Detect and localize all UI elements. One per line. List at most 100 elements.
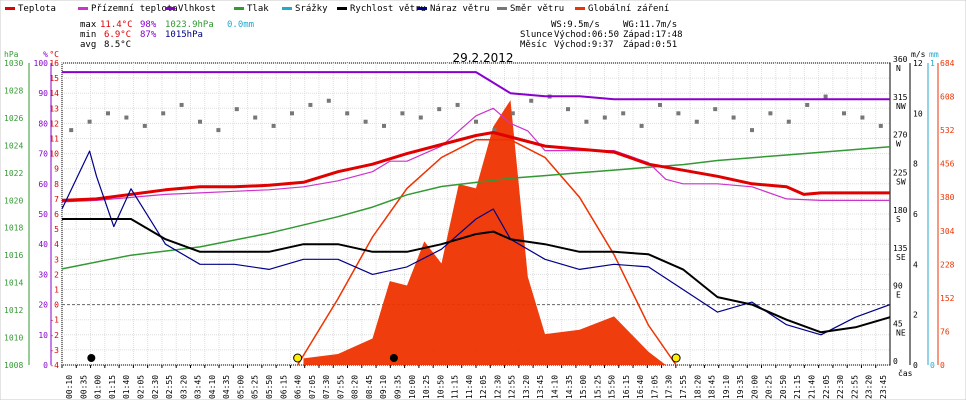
- wind-direction-point: [216, 128, 221, 133]
- wind-dir-tick: 0: [893, 357, 898, 366]
- humidity-axis-tick: 10: [38, 331, 48, 340]
- x-tick-label: 23:20: [865, 375, 874, 399]
- wind-dir-tick: 180: [893, 206, 908, 215]
- wind-dir-compass: W: [896, 140, 901, 149]
- legend-label: Globální záření: [588, 4, 669, 14]
- wind-direction-point: [639, 123, 644, 128]
- wind-direction-point: [400, 111, 405, 116]
- wind-dir-compass: SW: [896, 177, 906, 186]
- x-tick-label: 01:15: [108, 375, 117, 399]
- humidity-axis-tick: 0: [43, 361, 48, 370]
- stat-min-press: 1015hPa: [165, 30, 203, 40]
- wind-direction-point: [694, 119, 699, 124]
- wind-direction-point: [106, 111, 110, 116]
- legend-label: Náraz větru: [430, 4, 490, 14]
- wind-direction-point: [768, 111, 773, 116]
- humidity-line: [62, 71, 890, 101]
- legend-swatch: [497, 7, 507, 10]
- temperature-axis-tick: 12: [49, 119, 59, 128]
- humidity-axis-tick: 30: [38, 270, 48, 279]
- x-tick-label: 20:00: [750, 375, 759, 399]
- wind-direction-point: [363, 119, 368, 124]
- temperature-axis-tick: 10: [49, 150, 59, 159]
- x-tick-label: 17:30: [665, 375, 674, 399]
- temperature-axis-tick: 14: [49, 89, 59, 98]
- wind-direction-point: [253, 115, 258, 120]
- pressure-axis-tick: 1016: [4, 251, 23, 260]
- temperature-axis-tick: 11: [49, 135, 59, 144]
- x-tick-label: 06:15: [279, 375, 288, 399]
- x-tick-label: 13:45: [536, 375, 545, 399]
- x-tick-label: 04:10: [208, 375, 217, 399]
- pressure-axis-tick: 1030: [4, 59, 23, 68]
- x-tick-label: 23:45: [879, 375, 888, 399]
- rain-tick: 0: [930, 361, 935, 370]
- temperature-axis-tick: 1: [54, 286, 59, 295]
- wind-speed-tick: 8: [913, 160, 918, 169]
- wind-speed-tick: 6: [913, 210, 918, 219]
- x-tick-label: 22:55: [850, 375, 859, 399]
- wind-speed-line: [62, 218, 891, 334]
- wind-direction-point: [750, 128, 754, 133]
- x-tick-label: 05:00: [236, 375, 245, 399]
- x-tick-label: 14:10: [551, 375, 560, 399]
- sunset-text: Západ:17:48: [623, 30, 683, 40]
- wind-direction-point: [437, 107, 442, 112]
- stat-max-hum: 98%: [140, 20, 157, 30]
- moon-label: Měsíc: [520, 40, 547, 50]
- x-tick-label: 06:40: [294, 375, 303, 399]
- stat-max-rain: 0.0mm: [227, 20, 254, 30]
- wind-direction-point: [529, 98, 534, 103]
- x-tick-label: 11:40: [465, 375, 474, 399]
- legend-label: Vlhkost: [178, 4, 216, 14]
- x-tick-label: 03:20: [179, 375, 188, 399]
- x-tick-label: 12:55: [508, 375, 517, 399]
- x-tick-label: 21:15: [793, 375, 802, 399]
- x-tick-label: 21:40: [807, 375, 816, 399]
- legend-swatch: [234, 7, 244, 10]
- legend-swatch: [165, 7, 175, 10]
- x-tick-label: 10:00: [408, 375, 417, 399]
- wind-direction-point: [161, 111, 166, 116]
- x-tick-label: 07:55: [336, 375, 345, 399]
- stat-avg-label: avg: [80, 40, 96, 50]
- x-tick-label: 15:50: [608, 375, 617, 399]
- wind-direction-point: [860, 115, 865, 120]
- humidity-axis-tick: 80: [38, 119, 48, 128]
- stat-max-press: 1023.9hPa: [165, 20, 214, 30]
- wind-direction-point: [602, 115, 607, 120]
- pressure-axis-tick: 1012: [4, 306, 23, 315]
- wind-direction-point: [455, 102, 460, 107]
- temperature-axis-tick: 8: [54, 180, 59, 189]
- radiation-tick: 152: [940, 294, 955, 303]
- wind-speed-tick: 4: [913, 260, 918, 269]
- wind-direction-point: [878, 123, 883, 128]
- rain-tick: 1: [930, 59, 935, 68]
- x-tick-label: 01:00: [94, 375, 103, 399]
- temperature-axis-tick: 16: [49, 59, 59, 68]
- wind-dir-tick: 45: [893, 319, 903, 328]
- wind-dir-tick: 270: [893, 131, 908, 140]
- sun-label: Slunce: [520, 30, 553, 40]
- wind-dir-compass: NE: [896, 328, 906, 337]
- x-tick-label: 20:25: [765, 375, 774, 399]
- legend-label: Tlak: [247, 4, 269, 14]
- humidity-axis-label: %: [43, 50, 48, 59]
- legend-swatch: [417, 7, 427, 10]
- x-tick-label: 08:20: [351, 375, 360, 399]
- temperature-axis-tick: -3: [49, 346, 59, 355]
- pressure-axis-tick: 1008: [4, 361, 23, 370]
- stat-max-temp: 11.4°C: [100, 20, 133, 30]
- rain-axis-label: mm: [929, 50, 939, 59]
- x-tick-label: 05:50: [265, 375, 274, 399]
- x-tick-label: 10:50: [436, 375, 445, 399]
- wind-dir-compass: N: [896, 64, 901, 73]
- temperature-axis-tick: -4: [49, 361, 59, 370]
- moonrise-marker: [389, 354, 398, 362]
- radiation-tick: 532: [940, 126, 955, 135]
- x-tick-label: 18:20: [693, 375, 702, 399]
- legend-swatch: [282, 7, 292, 10]
- radiation-tick: 304: [940, 227, 955, 236]
- x-tick-label: 02:55: [165, 375, 174, 399]
